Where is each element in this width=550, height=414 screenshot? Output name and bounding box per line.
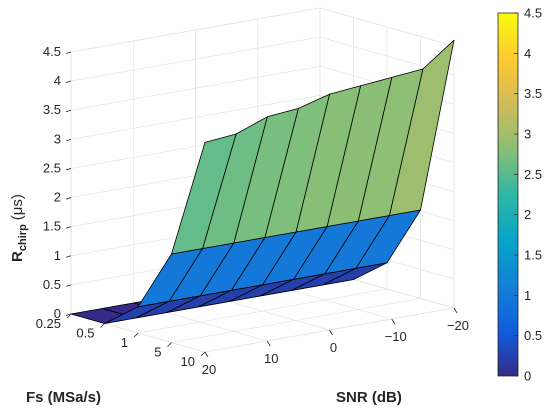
snr-tick-mark [329, 329, 333, 336]
z-tick-mark [65, 284, 72, 287]
fs-tick-label: 10 [181, 354, 195, 369]
fs-tick-label: 0.25 [36, 316, 61, 331]
z-tick-mark [65, 255, 72, 258]
snr-tick-label: 20 [202, 362, 216, 377]
x-axis-label: Fs (MSa/s) [26, 389, 101, 406]
y-axis-label: SNR (dB) [336, 389, 402, 406]
snr-tick-mark [204, 351, 209, 358]
z-axis-label-sub: chirp [17, 224, 29, 251]
z-tick-label: 2.5 [43, 160, 61, 175]
fs-axis-ticks: 0.25 0.5 1 5 10 [36, 313, 206, 369]
z-tick-label: 3.5 [43, 102, 61, 117]
fs-tick-mark [66, 313, 72, 319]
snr-tick-label: −10 [385, 329, 407, 344]
fs-tick-label: 1 [121, 335, 128, 350]
fs-tick-mark [100, 323, 105, 328]
surface-plot [70, 39, 455, 324]
snr-tick-label: 0 [330, 340, 337, 355]
z-axis-label: Rchirp (μs) [9, 194, 29, 262]
z-tick-label: 4 [54, 73, 61, 88]
z-axis-ticks: 0 0.5 1 1.5 2 2.5 3 3.5 4 4.5 [43, 44, 72, 321]
z-tick-label: 2 [54, 190, 61, 205]
colorbar-tick-label: 1.5 [524, 248, 542, 263]
fs-tick-label: 5 [154, 345, 161, 360]
fs-tick-mark [167, 342, 172, 347]
z-tick-mark [65, 80, 72, 83]
z-axis-label-main: R [9, 251, 26, 262]
surface-patch [171, 133, 237, 255]
z-tick-label: 3 [54, 131, 61, 146]
z-tick-label: 4.5 [43, 44, 61, 59]
snr-tick-mark [391, 318, 396, 325]
z-tick-mark [65, 313, 72, 316]
colorbar-tick-label: 4 [524, 46, 531, 61]
colorbar-tick-label: 4.5 [524, 6, 542, 21]
z-tick-mark [65, 197, 72, 200]
colorbar-tick-label: 0 [524, 369, 531, 384]
z-axis-label-unit: (μs) [9, 194, 26, 220]
z-tick-label: 1 [54, 248, 61, 263]
z-tick-mark [65, 51, 72, 54]
z-tick-mark [65, 109, 72, 113]
fs-tick-mark [200, 351, 206, 357]
z-tick-mark [65, 138, 72, 142]
colorbar-tick-label: 3 [524, 127, 531, 142]
colorbar [497, 12, 519, 377]
z-tick-mark [65, 226, 72, 229]
colorbar-tick-label: 0.5 [524, 328, 542, 343]
z-tick-label: 0.5 [43, 277, 61, 292]
z-tick-label: 1.5 [43, 219, 61, 234]
snr-tick-mark [453, 307, 458, 314]
fs-tick-mark [133, 332, 139, 338]
snr-tick-label: −20 [447, 318, 469, 333]
colorbar-ticks: 0 0.5 1 1.5 2 2.5 3 3.5 4 4.5 [514, 6, 542, 384]
snr-tick-label: 10 [264, 351, 278, 366]
snr-tick-mark [266, 340, 271, 347]
colorbar-tick-label: 2 [524, 207, 531, 222]
colorbar-tick-label: 2.5 [524, 167, 542, 182]
z-tick-mark [65, 168, 72, 171]
z-tick-label: 0 [54, 306, 61, 321]
snr-axis-ticks: 20 10 0 −10 −20 [202, 307, 469, 377]
colorbar-tick-label: 1 [524, 288, 531, 303]
colorbar-tick-label: 3.5 [524, 86, 542, 101]
fs-tick-label: 0.5 [76, 326, 94, 341]
